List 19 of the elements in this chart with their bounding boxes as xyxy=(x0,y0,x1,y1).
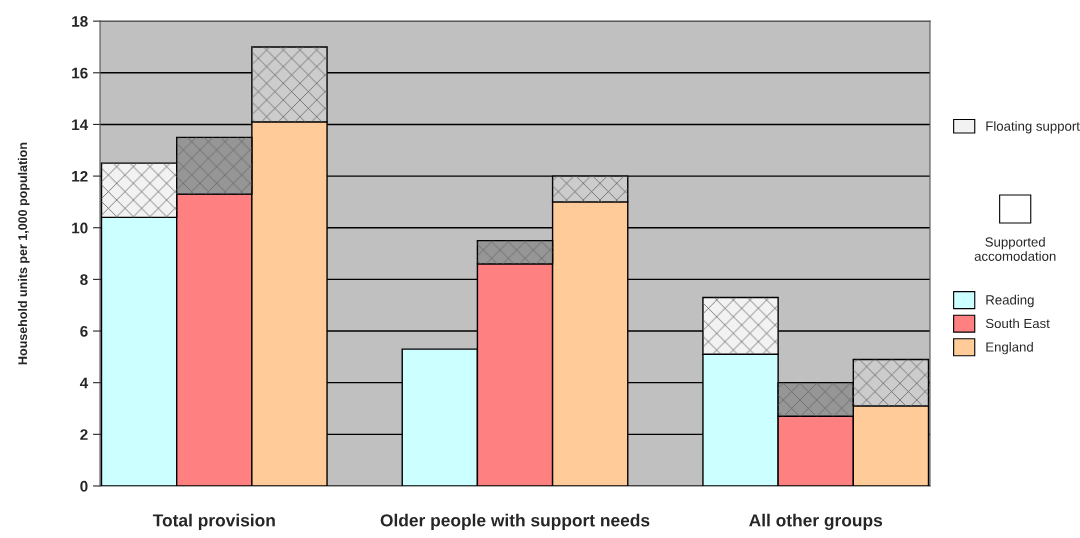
y-tick-label: 0 xyxy=(80,480,88,492)
y-tick-label: 4 xyxy=(79,377,89,389)
text: Supported accomodation xyxy=(974,236,1056,261)
x-tick-label: Older people with support needs xyxy=(380,513,650,530)
x-tick-label: Total provision xyxy=(152,513,275,530)
y-tick-label: 2 xyxy=(80,429,88,440)
x-tick-label: All other groups xyxy=(749,513,883,531)
legend-label: Reading xyxy=(986,294,1034,308)
y-tick-label: 18 xyxy=(72,16,88,27)
y-tick-label: 16 xyxy=(72,67,88,79)
legend-label: Floating support xyxy=(986,121,1080,134)
y-tick-label: 12 xyxy=(72,170,88,182)
legend-label: South East xyxy=(985,318,1050,329)
legend-label: England xyxy=(986,341,1033,355)
y-tick-label: 8 xyxy=(80,274,88,286)
y-axis-title: Household units per 1,000 population xyxy=(17,142,30,365)
y-tick-label: 14 xyxy=(72,119,89,130)
y-tick-label: 10 xyxy=(72,222,88,234)
y-tick-label: 6 xyxy=(80,325,88,337)
